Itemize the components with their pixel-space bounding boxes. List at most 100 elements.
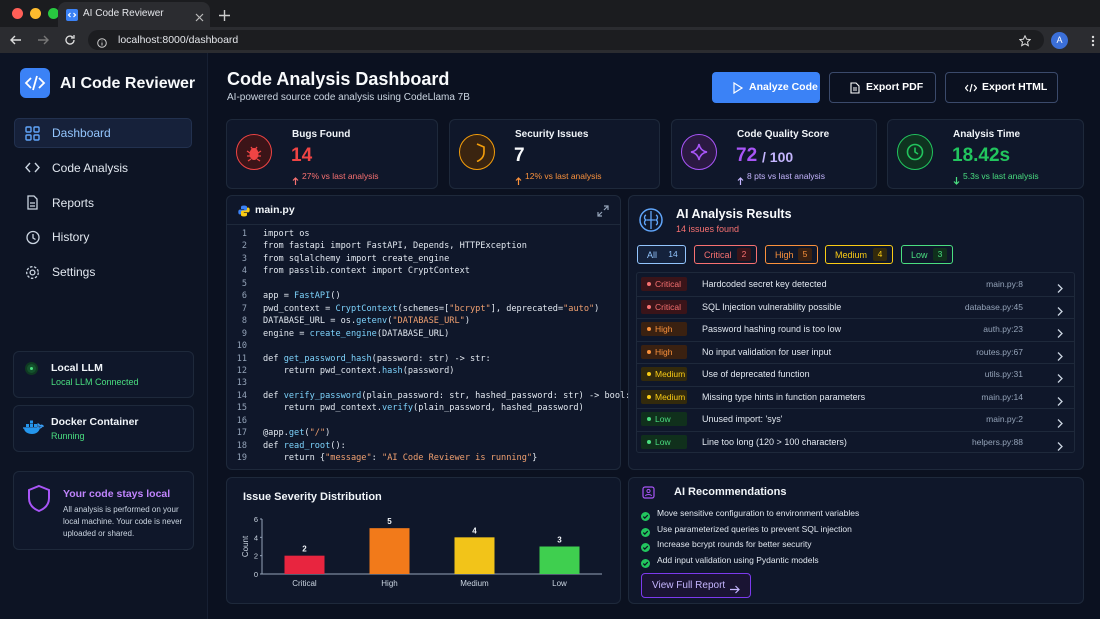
status-card	[13, 405, 194, 452]
icon-part	[32, 233, 36, 240]
icon-part	[30, 424, 33, 427]
x-tick-label: Medium	[460, 579, 489, 588]
header-button[interactable]	[712, 72, 820, 103]
address-field	[88, 30, 1044, 50]
code-line: def verify_password(plain_password: str,…	[263, 391, 630, 401]
icon-part	[642, 514, 649, 519]
icon-part	[642, 561, 649, 567]
stat-icon-ring	[681, 134, 717, 170]
window-control	[30, 8, 41, 19]
x-tick-label: Critical	[292, 579, 317, 588]
code-token: get	[288, 428, 305, 439]
header-button[interactable]	[829, 72, 936, 103]
severity-dot	[647, 372, 651, 376]
code-line: engine = create_engine(DATABASE_URL)	[263, 329, 449, 339]
severity-dot	[647, 349, 651, 354]
nav-item[interactable]	[14, 118, 192, 148]
delta-arrow	[292, 172, 299, 185]
icon-part	[641, 512, 650, 521]
code-token: )	[325, 428, 331, 439]
stat-delta: 8 pts vs last analysis	[747, 171, 825, 181]
full-report-button[interactable]	[641, 573, 751, 598]
icon-part	[25, 125, 40, 141]
issue-row[interactable]	[637, 295, 1074, 319]
privacy-text: All analysis is performed on your local …	[63, 505, 183, 538]
code-token: "DATABASE_URL"	[392, 316, 465, 327]
severity-label: High	[655, 324, 673, 334]
stat-label: Bugs Found	[292, 129, 351, 140]
issue-row[interactable]	[637, 430, 1074, 454]
filter-chip[interactable]	[765, 245, 818, 264]
issue-row[interactable]	[637, 408, 1074, 431]
code-token: (	[387, 316, 393, 327]
code-token: verify	[382, 403, 414, 414]
line-number: 12	[236, 365, 247, 376]
filter-chip[interactable]	[901, 245, 953, 264]
results-count: 14 issues found	[676, 224, 740, 234]
severity-label: Critical	[655, 301, 681, 312]
code-line: return pwd_context.hash(password)	[263, 366, 455, 376]
button-icon	[732, 81, 744, 95]
filter-chip[interactable]	[825, 245, 893, 264]
icon-part	[24, 428, 40, 434]
line-number: 19	[236, 453, 247, 464]
nav-item[interactable]	[14, 257, 192, 287]
icon-part	[1057, 329, 1063, 338]
icon-part	[28, 484, 50, 513]
stat-value: 14	[291, 145, 313, 166]
icon-part	[34, 424, 37, 427]
issue-location: main.py:2	[986, 414, 1023, 424]
nav-label: History	[52, 230, 90, 245]
filter-chip[interactable]	[694, 245, 757, 264]
severity-label: Medium	[655, 369, 686, 379]
row-chevron	[1057, 280, 1063, 293]
icon-part	[641, 543, 650, 553]
icon-part	[645, 494, 652, 497]
icon-part	[292, 177, 299, 185]
page-subtitle: AI-powered source code analysis using Co…	[227, 92, 470, 103]
code-line: pwd_context = CryptContext(schemes=["bcr…	[263, 304, 599, 314]
nav-label: Dashboard	[52, 126, 111, 140]
code-token: :	[371, 453, 383, 464]
issue-row[interactable]	[637, 340, 1074, 364]
check-icon	[641, 524, 650, 537]
icon-part	[515, 177, 522, 185]
code-token: getenv	[356, 316, 388, 327]
icon-part	[1057, 419, 1063, 428]
icon-part	[195, 13, 204, 22]
button-label: Export HTML	[982, 81, 1048, 93]
line-number: 14	[236, 390, 247, 401]
icon-part	[690, 143, 708, 161]
issue-row[interactable]	[637, 363, 1074, 386]
button-label: Export PDF	[866, 81, 924, 93]
icon-part	[65, 35, 75, 45]
button-icon	[964, 81, 978, 93]
stat-delta: 5.3s vs last analysis	[963, 171, 1039, 181]
icon-part	[97, 38, 107, 48]
nav-label: Code Analysis	[52, 160, 129, 175]
header-button[interactable]	[945, 72, 1058, 103]
issue-row[interactable]	[637, 318, 1074, 341]
code-line: def read_root():	[263, 441, 346, 451]
stat-value: 7	[514, 145, 525, 166]
severity-badge	[641, 277, 687, 291]
forward-button	[37, 33, 49, 45]
window-control	[48, 8, 59, 19]
issue-row[interactable]	[637, 385, 1074, 409]
icon-part	[641, 559, 650, 569]
tab-close	[195, 9, 204, 22]
issue-location: auth.py:23	[983, 324, 1023, 334]
code-token: @app.	[263, 428, 289, 439]
icon-part	[1091, 43, 1095, 47]
nav-item[interactable]	[14, 188, 192, 218]
nav-item[interactable]	[14, 222, 192, 252]
issue-message: No input validation for user input	[702, 346, 832, 357]
stat-label: Analysis Time	[953, 129, 1021, 140]
code-line: DATABASE_URL = os.getenv("DATABASE_URL")	[263, 316, 470, 326]
code-line: from passlib.context import CryptContext	[263, 266, 470, 276]
stat-icon	[468, 143, 486, 163]
url: localhost:8000/dashboard	[118, 34, 239, 46]
shield-icon	[26, 484, 52, 514]
severity-badge	[641, 322, 687, 336]
